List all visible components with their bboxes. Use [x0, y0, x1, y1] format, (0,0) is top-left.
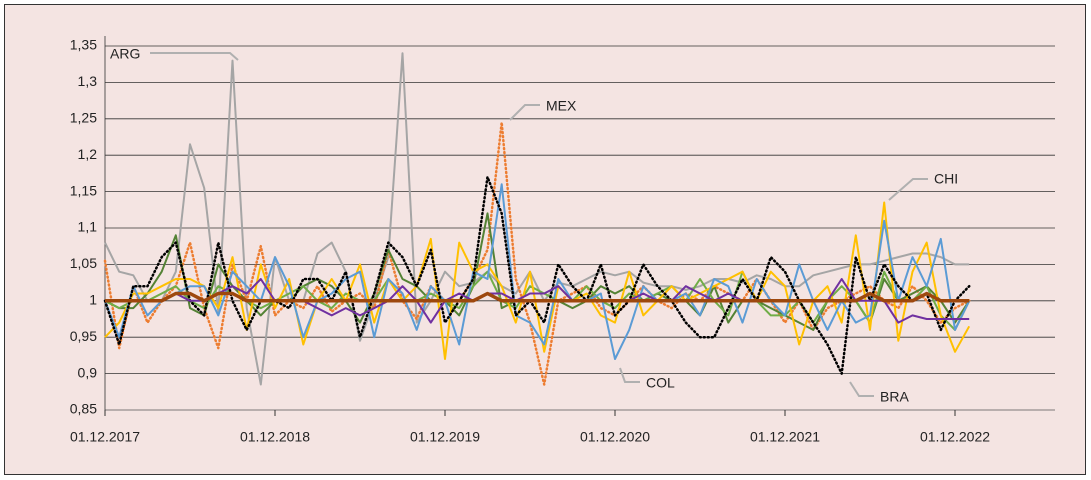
y-tick-label: 1,05	[70, 255, 97, 271]
annotation-label: ARG	[110, 46, 140, 62]
annotation-label: COL	[646, 375, 675, 391]
annotation-label: CHI	[934, 171, 958, 187]
annotation-leader	[619, 367, 640, 383]
annotation-leader	[150, 52, 239, 61]
x-tick-label: 01.12.2018	[240, 429, 310, 445]
annotation-label: BRA	[880, 389, 909, 405]
series-line	[103, 175, 971, 375]
annotation-leader	[849, 381, 874, 397]
annotation-leader	[888, 178, 928, 201]
y-tick-label: 1,15	[70, 182, 97, 198]
y-tick-label: 0,9	[78, 364, 98, 380]
x-tick-label: 01.12.2017	[70, 429, 140, 445]
y-tick-label: 1,2	[78, 146, 98, 162]
x-tick-label: 01.12.2019	[410, 429, 480, 445]
annotation-label: MEX	[546, 98, 577, 114]
y-tick-label: 1,1	[78, 219, 98, 235]
chart-frame	[4, 4, 1086, 475]
y-tick-label: 1,25	[70, 110, 97, 126]
y-tick-label: 0,85	[70, 401, 97, 417]
y-tick-label: 0,95	[70, 328, 97, 344]
x-tick-label: 01.12.2021	[750, 429, 820, 445]
series-line	[105, 291, 970, 303]
x-tick-label: 01.12.2020	[580, 429, 650, 445]
y-tick-label: 1,3	[78, 73, 98, 89]
y-tick-label: 1,35	[70, 37, 97, 53]
y-tick-label: 1	[89, 292, 97, 308]
annotation-leader	[509, 104, 540, 121]
series-line	[104, 183, 971, 360]
x-tick-label: 01.12.2022	[920, 429, 990, 445]
